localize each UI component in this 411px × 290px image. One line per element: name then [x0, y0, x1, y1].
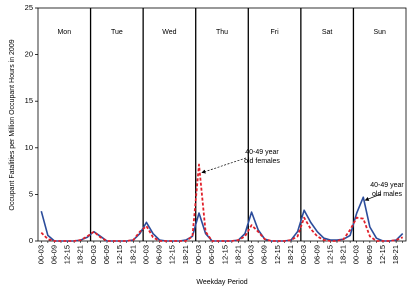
x-tick-label: 00-03	[299, 245, 308, 264]
y-axis-label: Occupant Fatalities per Million Occupant…	[9, 39, 16, 210]
x-tick-label: 00-03	[141, 245, 150, 264]
x-tick-label: 00-03	[352, 245, 361, 264]
annotation: 40-49 year	[370, 182, 404, 189]
day-label: Wed	[162, 29, 176, 36]
annotation: 40-49 year	[245, 149, 279, 156]
x-tick-label: 18-21	[181, 245, 190, 264]
day-label: Fri	[270, 29, 279, 36]
x-tick-label: 00-03	[247, 245, 256, 264]
x-tick-label: 18-21	[233, 245, 242, 264]
annotation: old males	[372, 191, 402, 198]
y-tick-label: 10	[25, 143, 33, 152]
x-tick-label: 06-09	[49, 245, 58, 264]
x-tick-label: 06-09	[102, 245, 111, 264]
x-tick-label: 18-21	[339, 245, 348, 264]
plot-area	[37, 7, 407, 242]
day-label: Sun	[373, 29, 386, 36]
x-tick-label: 06-09	[312, 245, 321, 264]
x-tick-label: 00-03	[36, 245, 45, 264]
day-label: Mon	[57, 29, 71, 36]
x-tick-label: 12-15	[378, 245, 387, 264]
day-label: Tue	[111, 29, 123, 36]
x-tick-label: 12-15	[273, 245, 282, 264]
day-label: Thu	[216, 29, 228, 36]
annotation-arrow	[364, 193, 382, 201]
x-tick-label: 18-21	[128, 245, 137, 264]
y-tick-label: 20	[25, 50, 33, 59]
y-tick-label: 5	[29, 189, 33, 198]
x-tick-label: 12-15	[63, 245, 72, 264]
x-tick-label: 12-15	[325, 245, 334, 264]
x-tick-label: 00-03	[194, 245, 203, 264]
y-tick-label: 25	[25, 3, 33, 12]
x-tick-label: 06-09	[365, 245, 374, 264]
series-line	[40, 163, 404, 242]
x-tick-label: 18-21	[286, 245, 295, 264]
y-tick-label: 15	[25, 96, 33, 105]
x-tick-label: 12-15	[220, 245, 229, 264]
series-line	[40, 196, 404, 242]
x-tick-label: 12-15	[115, 245, 124, 264]
x-tick-label: 06-09	[155, 245, 164, 264]
x-tick-label: 12-15	[168, 245, 177, 264]
x-tick-label: 06-09	[260, 245, 269, 264]
x-axis-label: Weekday Period	[196, 279, 247, 286]
x-tick-label: 18-21	[391, 245, 400, 264]
annotation: old females	[244, 158, 280, 165]
x-tick-label: 00-03	[89, 245, 98, 264]
annotation-arrow	[201, 157, 247, 174]
x-tick-label: 06-09	[207, 245, 216, 264]
day-label: Sat	[322, 29, 333, 36]
y-tick-label: 0	[29, 236, 33, 245]
x-tick-label: 18-21	[76, 245, 85, 264]
